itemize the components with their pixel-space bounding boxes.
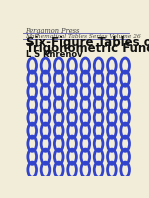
Text: Mathematical Tables Series Volume 26: Mathematical Tables Series Volume 26 xyxy=(26,34,141,39)
Text: Trigonometric Functions: Trigonometric Functions xyxy=(26,42,149,55)
Text: L S Khrenov: L S Khrenov xyxy=(26,50,82,59)
Text: Six-Figure Tables of the: Six-Figure Tables of the xyxy=(26,36,149,49)
Text: Pergamon Press: Pergamon Press xyxy=(26,27,80,35)
